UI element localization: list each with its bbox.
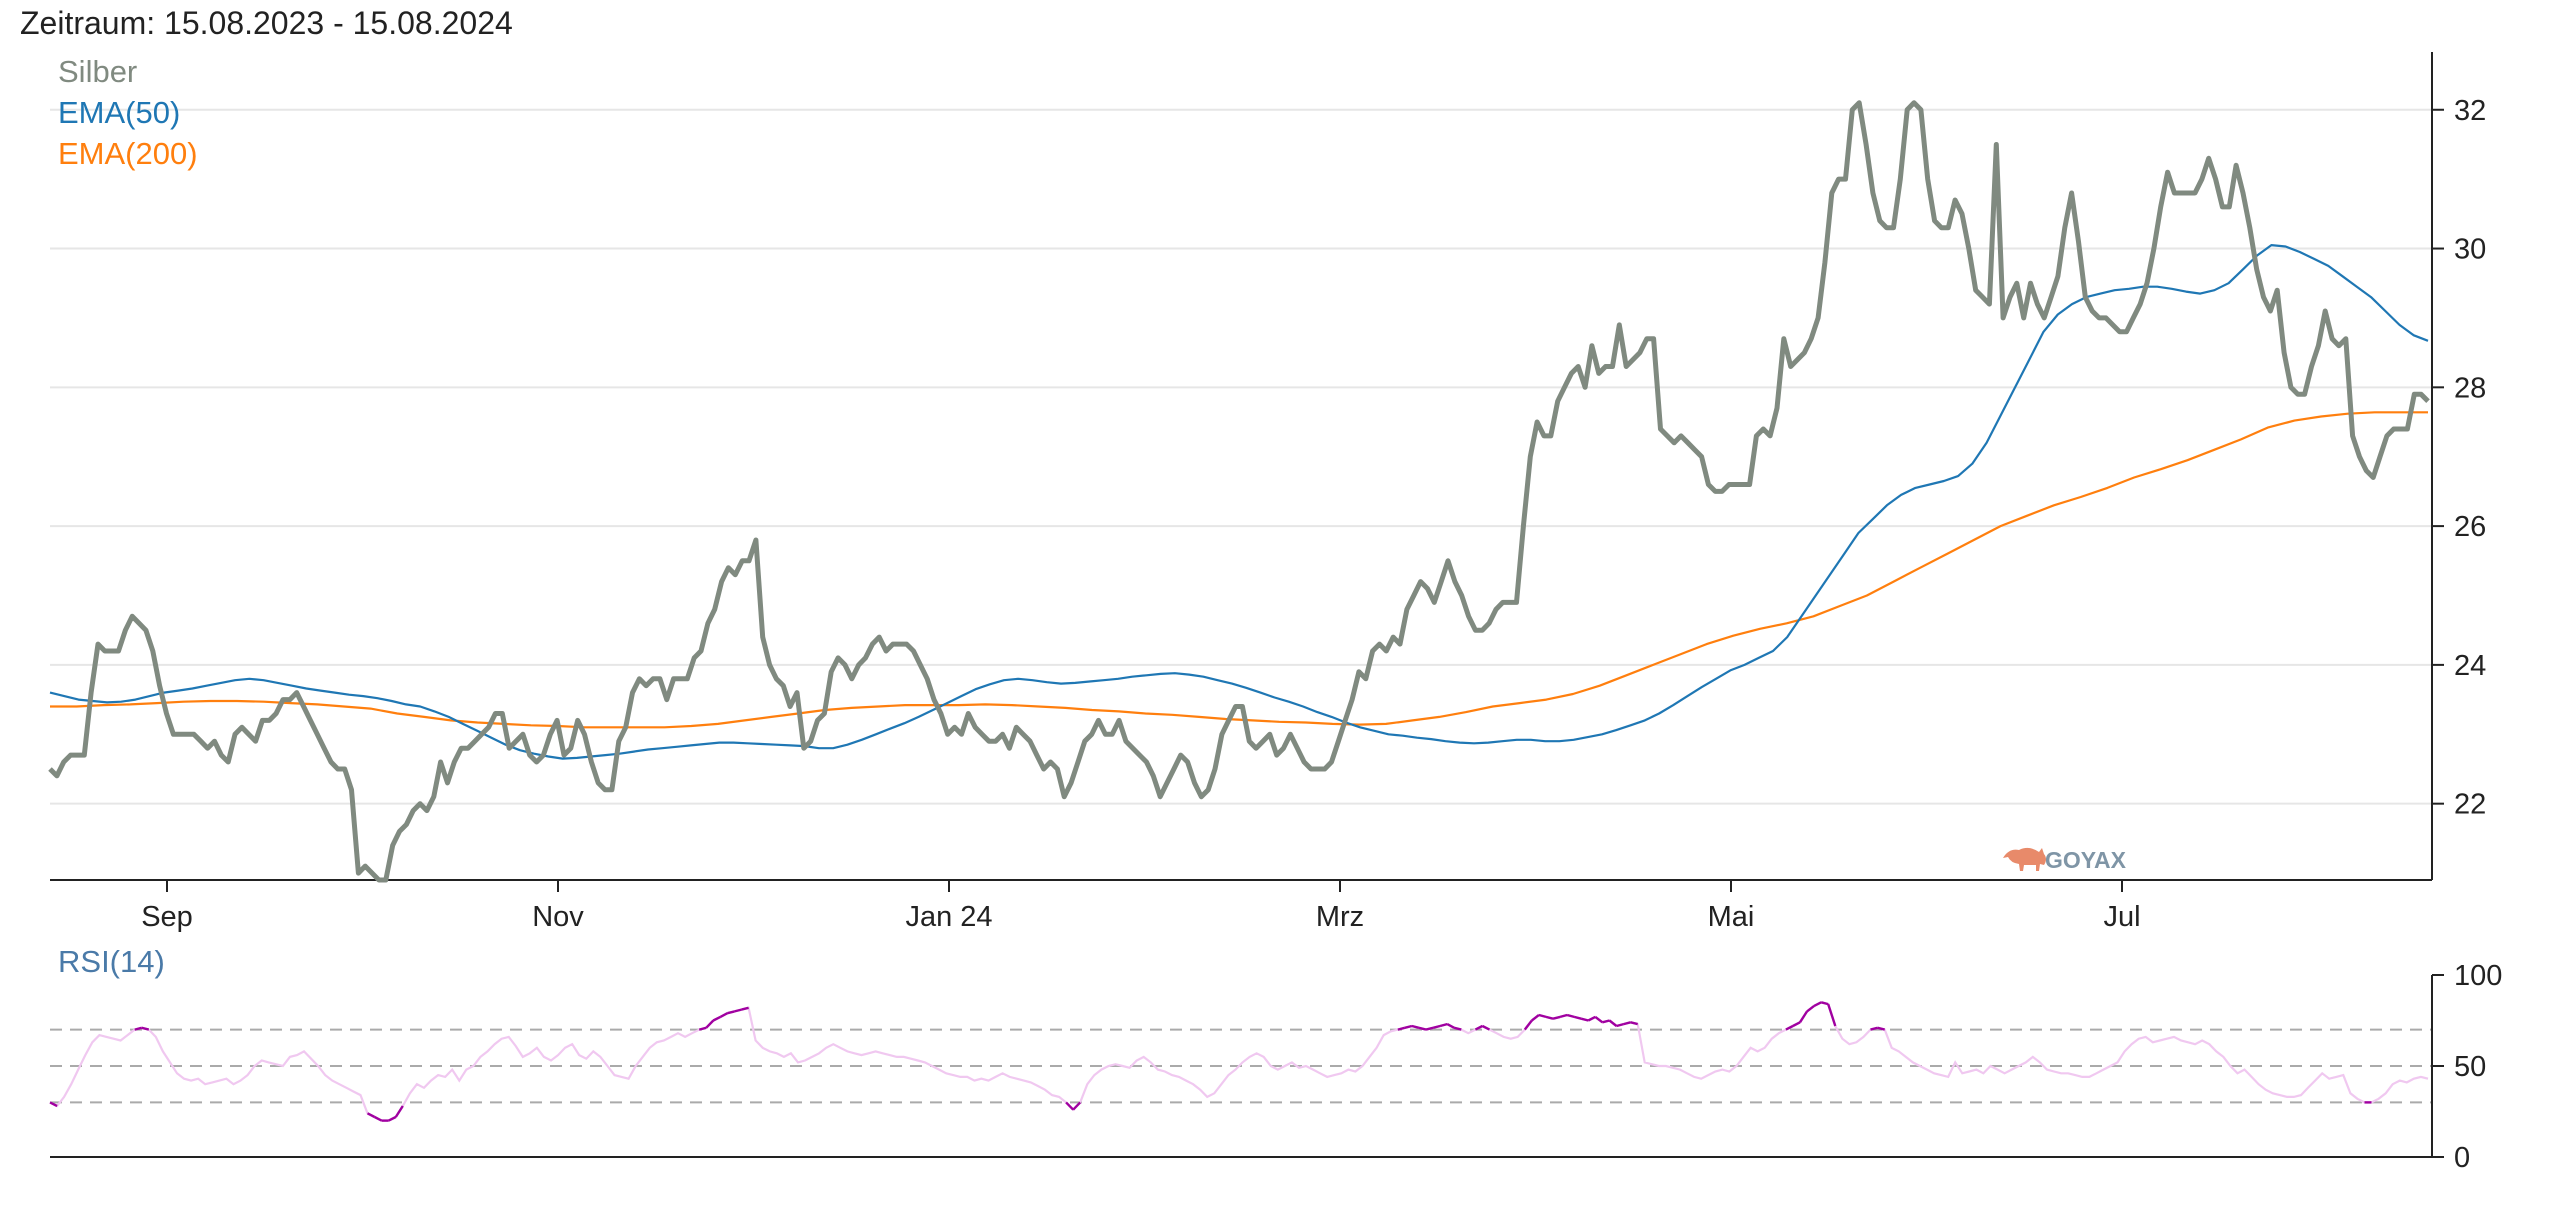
rsi-extreme-segment-8: [698, 1026, 707, 1031]
goyax-logo: GOYAX: [2003, 847, 2127, 873]
rsi-extreme-segment-25: [1453, 1026, 1462, 1031]
rsi-extreme-segment-11: [719, 1012, 728, 1018]
y-tick-label-22: 22: [2454, 789, 2486, 821]
legend-entry-silber: Silber: [58, 54, 137, 89]
rsi-extreme-segment-32: [1552, 1015, 1561, 1020]
rsi-extreme-segment-51: [1870, 1026, 1878, 1031]
rsi-legend: RSI(14): [58, 944, 165, 979]
y-tick-label-30: 30: [2454, 234, 2486, 266]
rsi-extreme-segment-3: [366, 1112, 376, 1119]
rsi-y-axis: 0 50 100: [50, 960, 2502, 1174]
rsi-extreme-segment-21: [1425, 1026, 1434, 1031]
rsi-extreme-segment-52: [1877, 1026, 1885, 1031]
rsi-extreme-segment-7: [394, 1105, 404, 1118]
rsi-extreme-segment-27: [1481, 1024, 1491, 1031]
bull-icon: [2003, 847, 2046, 871]
x-tick-label-jul: Jul: [2103, 901, 2140, 933]
legend-entry-ema-200: EMA(200): [58, 136, 198, 171]
rsi-extreme-segment-43: [1630, 1021, 1638, 1026]
rsi-extreme-segment-0: [49, 1101, 58, 1108]
rsi-extreme-segment-17: [1397, 1026, 1406, 1031]
x-tick-label-mrz: Mrz: [1316, 901, 1364, 933]
rsi-legend-entry: RSI(14): [58, 944, 165, 979]
rsi-extreme-segment-24: [1446, 1023, 1455, 1029]
rsi-extreme-segment-19: [1411, 1024, 1420, 1029]
rsi-extreme-segment-47: [1806, 1004, 1815, 1013]
rsi-extreme-segment-31: [1545, 1015, 1554, 1020]
rsi-extreme-segment-50: [1827, 1003, 1837, 1027]
rsi-extreme-segment-22: [1432, 1024, 1441, 1029]
rsi-extreme-segment-15: [1065, 1101, 1075, 1111]
rsi-extreme-segment-49: [1820, 1001, 1829, 1006]
main-gridlines: [50, 108, 2432, 805]
x-tick-label-nov: Nov: [532, 901, 584, 933]
rsi-extreme-segment-2: [141, 1026, 150, 1031]
y-tick-label-32: 32: [2454, 95, 2486, 127]
rsi-y-tick-label-50: 50: [2454, 1051, 2486, 1083]
x-tick-label-mai: Mai: [1708, 901, 1755, 933]
rsi-extreme-segment-23: [1439, 1022, 1448, 1028]
rsi-extreme-segment-4: [374, 1115, 383, 1122]
rsi-extreme-segment-12: [727, 1010, 735, 1015]
rsi-extreme-segment-38: [1594, 1015, 1604, 1024]
rsi-line: [49, 1001, 2429, 1122]
rsi-extreme-segment-40: [1608, 1019, 1618, 1027]
x-tick-label-jan-24: Jan 24: [905, 901, 992, 933]
rsi-extreme-segment-13: [734, 1008, 742, 1013]
rsi-extreme-segment-16: [1072, 1101, 1082, 1111]
rsi-extreme-segment-41: [1616, 1022, 1624, 1028]
rsi-series: [49, 1001, 2429, 1122]
x-axis: Sep Nov Jan 24 Mrz Mai Jul: [50, 879, 2432, 933]
rsi-extreme-segment-1: [134, 1026, 142, 1031]
rsi-extreme-segment-33: [1559, 1013, 1568, 1019]
rsi-extreme-segment-29: [1531, 1014, 1540, 1022]
series-line-silber: [48, 100, 2430, 883]
rsi-extreme-segment-42: [1623, 1021, 1631, 1026]
rsi-extreme-segment-14: [741, 1006, 749, 1011]
rsi-extreme-segment-6: [388, 1115, 397, 1122]
series-line-ema-50: [49, 244, 2429, 760]
main-series: [48, 100, 2430, 883]
rsi-extreme-segment-35: [1573, 1015, 1582, 1020]
rsi-extreme-segment-10: [712, 1015, 721, 1022]
series-line-ema-200: [50, 411, 2428, 729]
rsi-extreme-segment-44: [1785, 1024, 1794, 1031]
rsi-extreme-segment-18: [1404, 1024, 1413, 1029]
rsi-reference-lines: [50, 1028, 2432, 1104]
logo-text: GOYAX: [2045, 847, 2127, 873]
chart-title: Zeitraum: 15.08.2023 - 15.08.2024: [20, 5, 513, 41]
rsi-extreme-segment-45: [1792, 1021, 1801, 1028]
rsi-extreme-segment-9: [705, 1019, 715, 1029]
rsi-extreme-segment-37: [1587, 1015, 1596, 1022]
rsi-extreme-segment-28: [1523, 1019, 1533, 1031]
rsi-y-tick-label-0: 0: [2454, 1142, 2470, 1174]
rsi-extreme-segment-20: [1418, 1026, 1427, 1031]
rsi-extreme-segment-46: [1798, 1010, 1809, 1023]
legend: Silber EMA(50) EMA(200): [58, 54, 198, 171]
rsi-y-tick-label-100: 100: [2454, 960, 2502, 992]
main-y-axis: 22 24 26 28 30 32: [2431, 52, 2486, 880]
rsi-extreme-segment-36: [1580, 1017, 1589, 1022]
rsi-extreme-segment-26: [1474, 1024, 1483, 1031]
rsi-extreme-segment-34: [1566, 1013, 1575, 1019]
rsi-extreme-segment-48: [1813, 1001, 1822, 1007]
rsi-extreme-segment-30: [1538, 1013, 1547, 1019]
rsi-extreme-segment-39: [1602, 1019, 1610, 1024]
y-tick-label-28: 28: [2454, 372, 2486, 404]
y-tick-label-26: 26: [2454, 511, 2486, 543]
x-tick-label-sep: Sep: [141, 901, 193, 933]
legend-entry-ema-50: EMA(50): [58, 95, 180, 130]
y-tick-label-24: 24: [2454, 650, 2486, 682]
